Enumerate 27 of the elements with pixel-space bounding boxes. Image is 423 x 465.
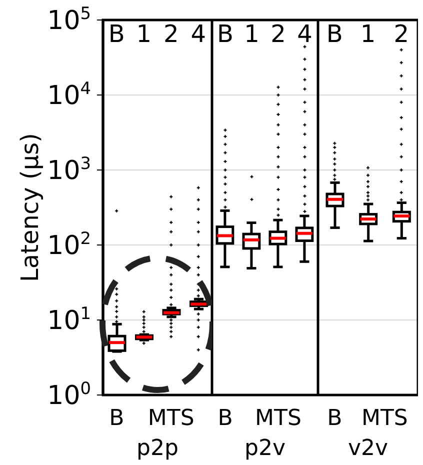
text: B: [109, 406, 124, 431]
text: B: [218, 406, 233, 431]
x-tick-label: 1: [136, 20, 152, 48]
x-axis-title: p2v: [244, 436, 286, 461]
y-tick-label: 10$^{4}$: [47, 78, 91, 111]
y-tick-label: 10$^{1}$: [47, 303, 91, 336]
y-axis-title: Latency (μs): [16, 133, 44, 282]
x-tick-label: 2: [270, 20, 286, 48]
x-axis-title: p2p: [136, 436, 178, 461]
x-tick-label: 1: [360, 20, 376, 48]
x-tick-label: B: [326, 20, 343, 48]
x-tick-label: B: [217, 20, 234, 48]
x-tick-label: B: [108, 20, 125, 48]
text: MTS: [361, 406, 408, 431]
x-tick-label: 4: [190, 20, 206, 48]
x-tick-label: 2: [163, 20, 179, 48]
x-tick-label: 1: [244, 20, 260, 48]
y-tick-label: 10$^{3}$: [47, 153, 91, 186]
y-tick-label: 10$^{2}$: [47, 228, 91, 261]
text: B: [327, 406, 342, 431]
x-axis-title: v2v: [348, 436, 388, 461]
y-tick-label: 10$^{0}$: [47, 378, 91, 411]
text: MTS: [148, 406, 194, 431]
y-tick-label: 10$^{5}$: [47, 3, 91, 36]
x-tick-label: 2: [394, 20, 409, 48]
text: MTS: [255, 406, 302, 431]
x-tick-label: 4: [297, 20, 312, 48]
